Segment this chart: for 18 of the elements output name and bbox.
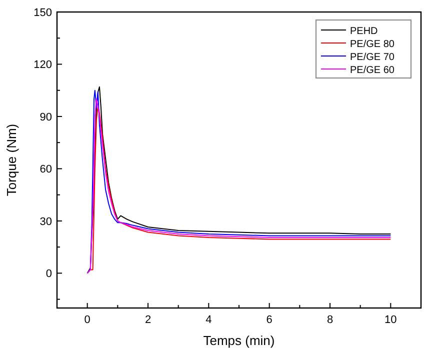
x-axis-title: Temps (min) — [203, 333, 275, 348]
legend-label: PE/GE 60 — [350, 65, 395, 76]
y-tick-label: 90 — [40, 111, 52, 124]
x-tick-label: 0 — [84, 314, 90, 326]
y-tick-label: 0 — [46, 268, 52, 280]
legend-label: PE/GE 70 — [350, 52, 395, 63]
legend-label: PE/GE 80 — [350, 39, 395, 50]
y-tick-label: 30 — [40, 216, 52, 228]
x-tick-label: 10 — [384, 314, 397, 326]
x-tick-label: 8 — [326, 314, 334, 326]
legend-label: PEHD — [350, 26, 378, 37]
y-tick-label: 150 — [34, 7, 52, 19]
y-tick-label: 60 — [40, 164, 52, 176]
y-axis-title: Torque (Nm) — [4, 124, 19, 196]
x-tick-label: 6 — [266, 314, 272, 326]
x-tick-label: 2 — [144, 314, 152, 326]
x-tick-label: 4 — [206, 314, 212, 326]
y-tick-label: 120 — [34, 59, 52, 72]
